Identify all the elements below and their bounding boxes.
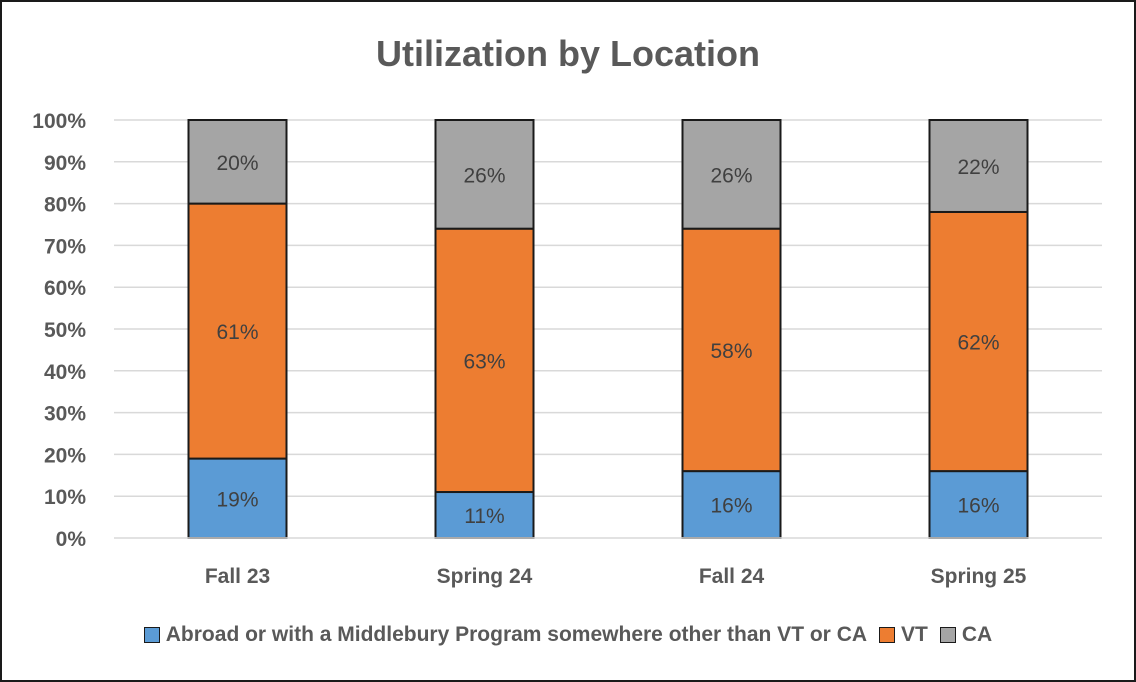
x-category-label: Spring 24 bbox=[437, 565, 533, 588]
bar-segment bbox=[434, 227, 535, 494]
data-label: 19% bbox=[216, 488, 258, 511]
legend-label-vt: VT bbox=[901, 623, 928, 646]
data-label: 26% bbox=[463, 164, 505, 187]
legend-swatch-vt bbox=[879, 627, 896, 643]
legend-label-abroad: Abroad or with a Middlebury Program some… bbox=[165, 623, 868, 646]
legend-item-abroad: Abroad or with a Middlebury Program some… bbox=[143, 623, 868, 647]
legend: Abroad or with a Middlebury Program some… bbox=[2, 623, 1134, 647]
y-tick-label: 20% bbox=[44, 444, 86, 467]
legend-item-ca: CA bbox=[939, 623, 993, 647]
data-label: 63% bbox=[463, 350, 505, 373]
bar-segment bbox=[681, 119, 782, 230]
bar-segment bbox=[187, 457, 288, 539]
label-layer: 19% 61% 20% 11% 63% 26% 16% 58% 26% 16% 62% 22% bbox=[216, 152, 999, 528]
y-tick-label: 90% bbox=[44, 152, 86, 175]
data-label: 16% bbox=[957, 495, 999, 518]
data-label: 58% bbox=[710, 340, 752, 363]
y-tick-label: 80% bbox=[44, 194, 86, 217]
data-label: 22% bbox=[957, 156, 999, 179]
legend-label-ca: CA bbox=[961, 623, 993, 646]
y-tick-label: 50% bbox=[44, 319, 86, 342]
y-tick-label: 100% bbox=[32, 110, 86, 133]
y-tick-label: 40% bbox=[44, 361, 86, 384]
x-category-label: Spring 25 bbox=[931, 565, 1027, 588]
y-tick-label: 30% bbox=[44, 403, 86, 426]
legend-swatch-abroad bbox=[143, 627, 160, 643]
data-label: 61% bbox=[216, 321, 258, 344]
bar-segment bbox=[928, 119, 1029, 213]
bar-segment bbox=[187, 119, 288, 205]
y-tick-label: 10% bbox=[44, 486, 86, 509]
axis-layer: 0% 10% 20% 30% 40% 50% 60% 70% 80% 90% 100% Fall 23… bbox=[32, 110, 1102, 588]
data-label: 11% bbox=[464, 505, 504, 528]
y-tick-label: 70% bbox=[44, 235, 86, 258]
data-label: 62% bbox=[957, 332, 999, 355]
bar-segment bbox=[681, 470, 782, 539]
data-label: 16% bbox=[710, 495, 752, 518]
y-tick-label: 0% bbox=[56, 528, 87, 551]
x-category-label: Fall 23 bbox=[205, 565, 270, 588]
y-tick-label: 60% bbox=[44, 277, 86, 300]
data-label: 20% bbox=[216, 152, 258, 175]
x-category-label: Fall 24 bbox=[699, 565, 765, 588]
bar-segment bbox=[681, 227, 782, 473]
legend-swatch-ca bbox=[939, 627, 956, 643]
bar-layer bbox=[187, 119, 1029, 539]
data-label: 26% bbox=[710, 164, 752, 187]
chart-title: Utilization by Location bbox=[376, 33, 760, 74]
bar-segment bbox=[187, 202, 288, 460]
bar-segment bbox=[434, 119, 535, 230]
legend-item-vt: VT bbox=[879, 623, 928, 647]
